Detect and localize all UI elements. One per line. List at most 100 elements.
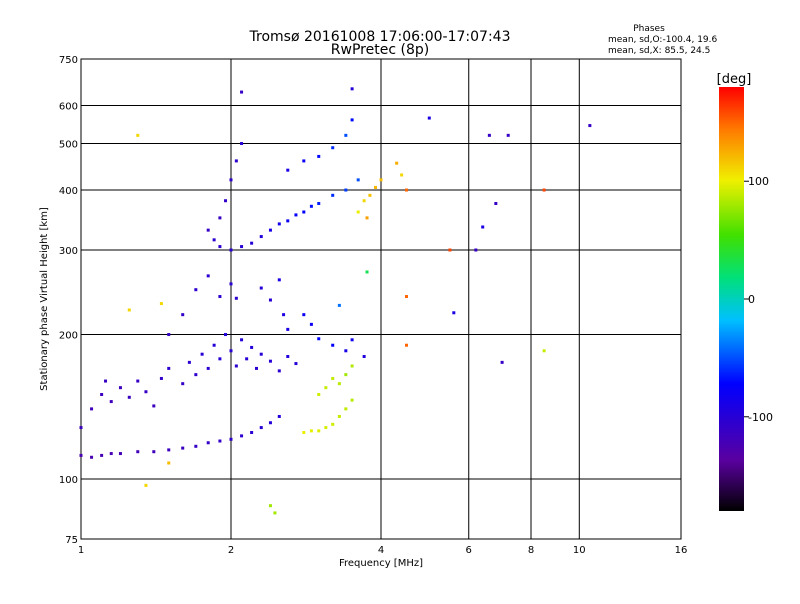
phase-stats-x: mean, sd,X: 85.5, 24.5	[608, 46, 710, 56]
data-point	[487, 133, 491, 137]
data-point	[259, 352, 263, 356]
data-point	[229, 437, 233, 441]
data-point	[224, 199, 228, 203]
data-point	[200, 352, 204, 356]
data-point	[136, 133, 140, 137]
data-point	[206, 274, 210, 278]
data-point	[181, 313, 185, 317]
data-point	[167, 461, 171, 465]
data-point	[259, 235, 263, 239]
y-axis-label: Stationary phase Virtual Height [km]	[39, 207, 50, 391]
data-point	[118, 386, 122, 390]
data-point	[542, 188, 546, 192]
x-tick-label: 2	[228, 545, 234, 556]
x-tick-label: 1	[78, 545, 84, 556]
data-point	[331, 343, 335, 347]
data-point	[368, 193, 372, 197]
data-point	[100, 453, 104, 457]
data-point	[268, 298, 272, 302]
colorbar-tick-label: 100	[748, 175, 769, 188]
colorbar-ticks: 100 0 -100	[744, 175, 773, 424]
data-point	[395, 161, 399, 165]
data-point	[344, 188, 348, 192]
y-tick-label: 300	[59, 246, 78, 257]
data-point	[331, 146, 335, 150]
data-point	[245, 357, 249, 361]
data-point	[152, 404, 156, 408]
data-point	[286, 219, 290, 223]
data-point	[167, 448, 171, 452]
data-point	[159, 302, 163, 306]
x-tick-label: 16	[675, 545, 688, 556]
data-point	[181, 446, 185, 450]
data-point	[379, 178, 383, 182]
data-point	[229, 248, 233, 252]
y-tick-label: 200	[59, 331, 78, 342]
data-point	[144, 390, 148, 394]
data-point	[481, 225, 485, 229]
data-point	[344, 373, 348, 377]
data-point	[309, 429, 313, 433]
data-point	[400, 173, 404, 177]
data-point	[356, 178, 360, 182]
data-point	[273, 511, 277, 515]
data-point	[268, 421, 272, 425]
data-point	[118, 452, 122, 456]
x-tick-label: 10	[573, 545, 586, 556]
data-point	[234, 159, 238, 163]
data-point	[234, 364, 238, 368]
data-point	[206, 441, 210, 445]
data-point	[90, 455, 94, 459]
data-point	[268, 228, 272, 232]
data-point	[324, 426, 328, 430]
data-point	[344, 349, 348, 353]
data-point	[277, 278, 281, 282]
data-point	[494, 201, 498, 205]
data-point	[250, 345, 254, 349]
x-axis-label: Frequency [MHz]	[339, 558, 423, 569]
data-point	[136, 379, 140, 383]
data-point	[240, 338, 244, 342]
data-point	[344, 133, 348, 137]
data-point	[218, 357, 222, 361]
data-point	[224, 333, 228, 337]
x-tick-label: 6	[466, 545, 472, 556]
data-point	[250, 241, 254, 245]
data-point	[109, 452, 113, 456]
data-point	[234, 296, 238, 300]
y-tick-label: 100	[59, 475, 78, 486]
data-point	[588, 124, 592, 128]
data-point	[294, 213, 298, 217]
data-point	[286, 354, 290, 358]
data-point	[365, 270, 369, 274]
data-point	[337, 303, 341, 307]
data-point	[309, 322, 313, 326]
data-point	[268, 504, 272, 508]
data-point	[212, 238, 216, 242]
data-point	[282, 313, 286, 317]
data-point	[302, 313, 306, 317]
data-point	[268, 359, 272, 363]
data-point	[167, 366, 171, 370]
data-point	[427, 116, 431, 120]
colorbar-tick-label: 0	[748, 293, 755, 306]
colorbar	[719, 87, 744, 511]
data-point	[362, 354, 366, 358]
data-point	[240, 142, 244, 146]
data-point	[109, 400, 113, 404]
data-point	[350, 87, 354, 91]
data-point	[542, 349, 546, 353]
data-point	[362, 199, 366, 203]
data-point	[194, 444, 198, 448]
data-point	[277, 369, 281, 373]
data-point	[350, 118, 354, 122]
data-point	[277, 222, 281, 226]
phase-stats-o: mean, sd,O:-100.4, 19.6	[608, 35, 718, 45]
data-point	[152, 450, 156, 454]
data-point	[181, 382, 185, 386]
data-point	[404, 343, 408, 347]
data-point	[302, 159, 306, 163]
data-point	[448, 248, 452, 252]
data-point	[206, 366, 210, 370]
